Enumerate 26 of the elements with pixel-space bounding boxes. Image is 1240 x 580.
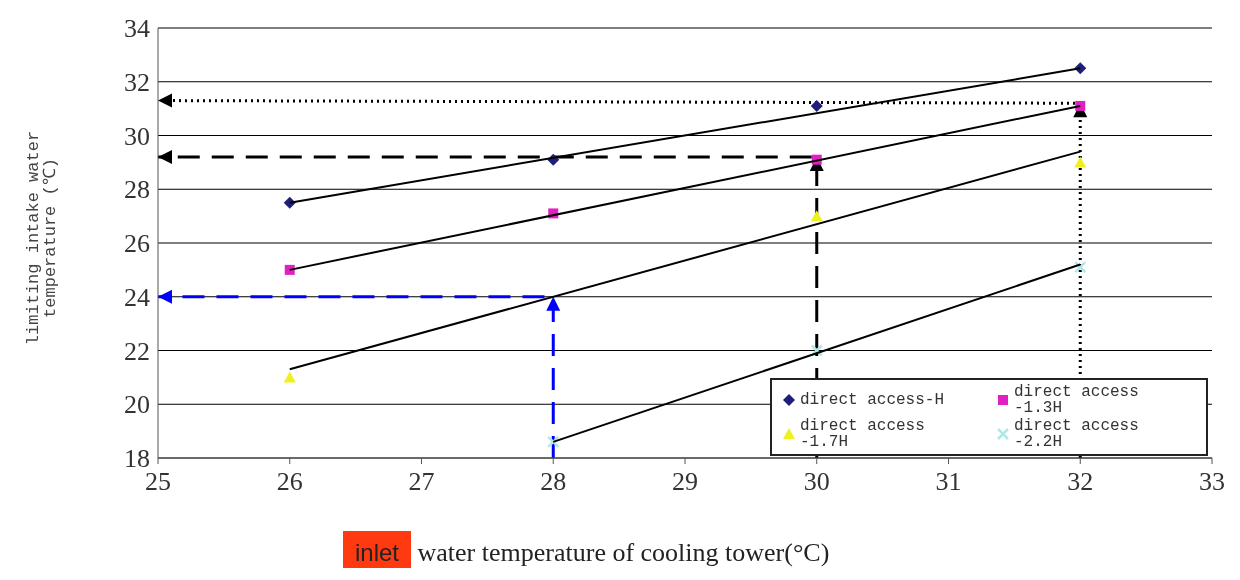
y-tick-label: 32 [124,67,150,97]
y-tick-label: 26 [124,229,150,259]
y-tick-label: 28 [124,175,150,205]
x-tick-label: 31 [935,467,962,497]
x-tick-label: 29 [672,467,698,497]
point [810,99,823,112]
x-tick-label: 28 [540,467,567,497]
point [1074,260,1087,274]
legend-label: direct access -1.7H [800,417,926,451]
x-tick-label: 26 [276,467,303,497]
x-axis-title: inlet water temperature of cooling tower(°C) [354,537,830,568]
x-tick-label: 30 [803,467,830,497]
point [1074,156,1087,168]
legend-label: direct access-H [800,391,945,409]
legend-label: direct access -2.2H [1014,417,1140,451]
y-tick-label: 30 [124,121,150,151]
point [283,371,296,383]
x-tick-label: 33 [1199,467,1225,497]
x-tick-label: 32 [1067,467,1094,497]
y-tick-label: 34 [124,14,150,44]
y-axis-title: limiting intake water temperature (℃) [24,129,60,348]
y-tick-label: 24 [124,282,150,312]
y-tick-label: 22 [124,336,150,366]
point [810,210,823,222]
x-tick-label: 27 [408,467,435,497]
y-tick-label: 20 [124,390,150,420]
